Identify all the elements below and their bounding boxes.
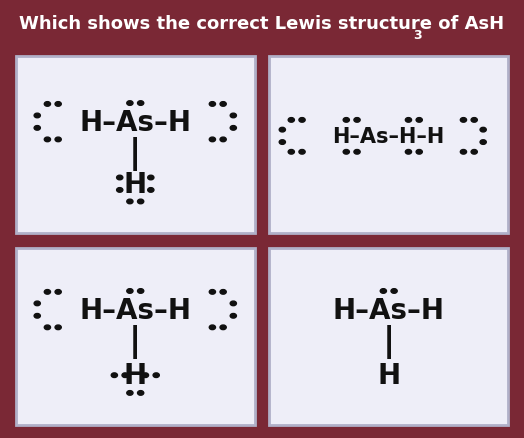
Circle shape [117, 176, 123, 180]
Circle shape [148, 188, 154, 193]
Text: |: | [129, 324, 141, 358]
Text: H–As–H–H: H–As–H–H [333, 127, 445, 147]
Circle shape [354, 150, 360, 155]
Circle shape [55, 102, 61, 107]
Circle shape [55, 290, 61, 294]
Circle shape [127, 289, 133, 293]
Circle shape [209, 325, 215, 330]
Circle shape [461, 150, 466, 155]
Circle shape [45, 290, 50, 294]
Circle shape [288, 118, 294, 123]
Text: H–As–H: H–As–H [79, 109, 191, 136]
Text: H: H [377, 361, 400, 389]
Circle shape [137, 200, 144, 204]
Circle shape [45, 102, 50, 107]
Circle shape [406, 150, 411, 155]
Circle shape [137, 102, 144, 106]
Text: |: | [383, 324, 395, 358]
Text: H–As–H: H–As–H [333, 296, 445, 324]
Circle shape [279, 141, 286, 145]
Circle shape [461, 118, 466, 123]
Circle shape [299, 118, 305, 123]
Circle shape [143, 373, 148, 378]
Text: |: | [129, 136, 141, 170]
Circle shape [230, 301, 236, 306]
Text: H–As–H: H–As–H [79, 296, 191, 324]
Circle shape [220, 102, 226, 107]
Circle shape [220, 138, 226, 142]
Circle shape [117, 188, 123, 193]
Circle shape [480, 141, 486, 145]
Text: H: H [124, 361, 147, 389]
Circle shape [343, 118, 350, 123]
Circle shape [34, 301, 40, 306]
Text: Which shows the correct Lewis structure of AsH: Which shows the correct Lewis structure … [19, 15, 505, 33]
Circle shape [209, 138, 215, 142]
Circle shape [391, 289, 397, 293]
FancyBboxPatch shape [16, 57, 255, 234]
Circle shape [137, 391, 144, 396]
Circle shape [137, 289, 144, 293]
Circle shape [471, 150, 477, 155]
Circle shape [471, 118, 477, 123]
Circle shape [230, 126, 236, 131]
Circle shape [127, 391, 133, 396]
Circle shape [127, 102, 133, 106]
Circle shape [416, 150, 422, 155]
Circle shape [288, 150, 294, 155]
Circle shape [209, 102, 215, 107]
Circle shape [230, 314, 236, 318]
Circle shape [230, 114, 236, 119]
Circle shape [34, 114, 40, 119]
Circle shape [45, 325, 50, 330]
FancyBboxPatch shape [16, 248, 255, 425]
Circle shape [279, 128, 286, 133]
Circle shape [406, 118, 411, 123]
Circle shape [220, 325, 226, 330]
FancyBboxPatch shape [269, 248, 508, 425]
Circle shape [45, 138, 50, 142]
Circle shape [299, 150, 305, 155]
Circle shape [148, 176, 154, 180]
Circle shape [354, 118, 360, 123]
Circle shape [111, 373, 117, 378]
Text: 3: 3 [413, 28, 422, 42]
Circle shape [380, 289, 387, 293]
FancyBboxPatch shape [269, 57, 508, 234]
Circle shape [480, 128, 486, 133]
Circle shape [122, 373, 128, 378]
Circle shape [55, 325, 61, 330]
Circle shape [34, 314, 40, 318]
Circle shape [127, 200, 133, 204]
Circle shape [416, 118, 422, 123]
Circle shape [209, 290, 215, 294]
Circle shape [153, 373, 159, 378]
Circle shape [55, 138, 61, 142]
Circle shape [34, 126, 40, 131]
Circle shape [343, 150, 350, 155]
Circle shape [220, 290, 226, 294]
Text: H: H [124, 170, 147, 198]
